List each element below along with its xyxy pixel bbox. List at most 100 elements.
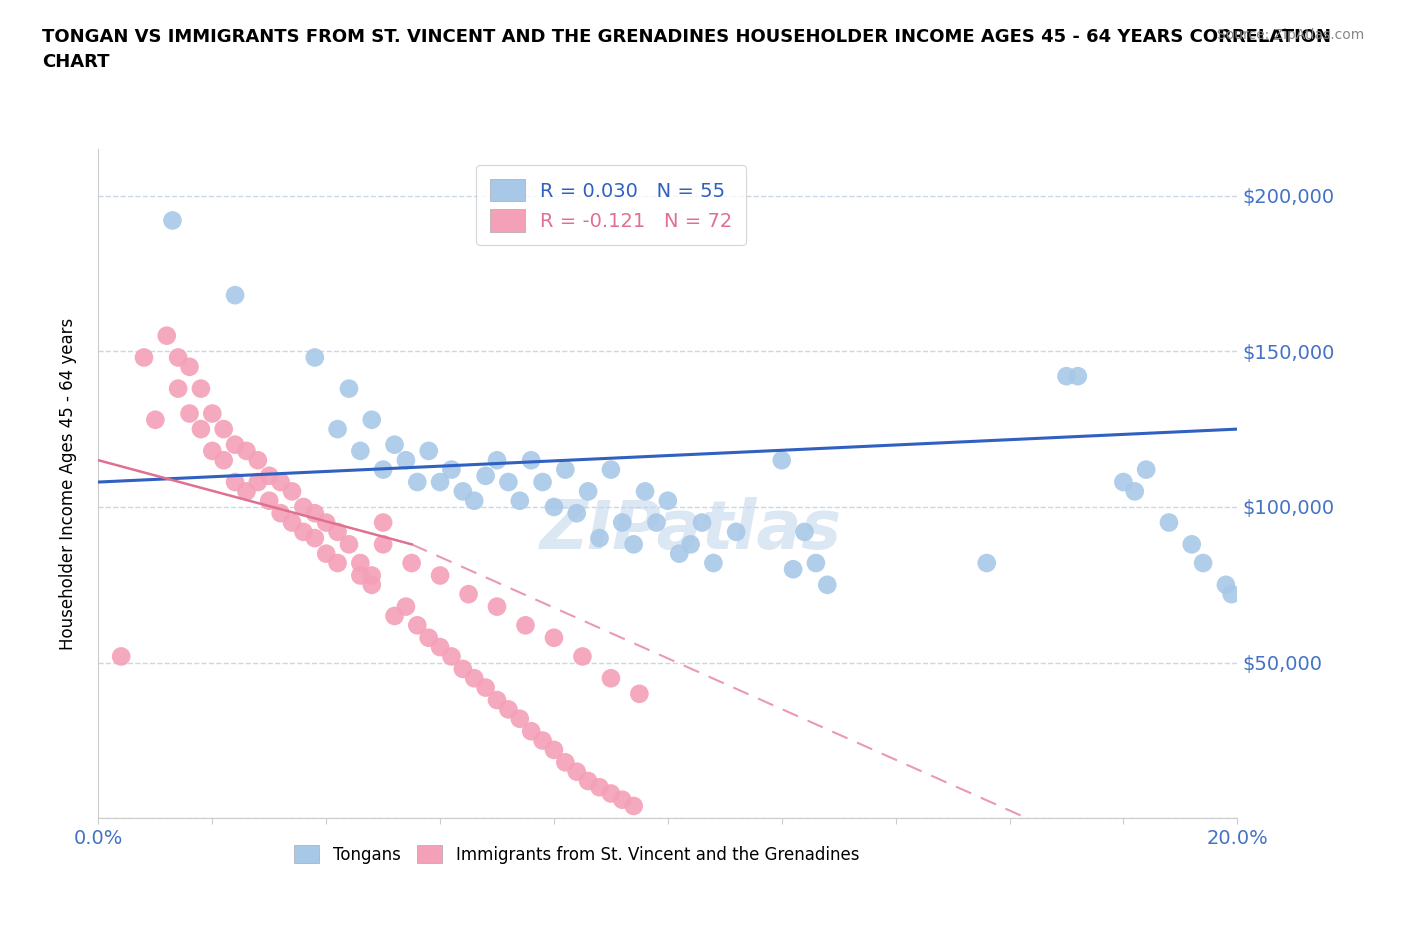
Point [201,406,224,421]
Point [509,493,531,508]
Point [360,568,382,583]
Point [132,350,155,365]
Y-axis label: Householder Income Ages 45 - 64 years: Householder Income Ages 45 - 64 years [59,317,77,650]
Point [349,555,371,570]
Point [543,499,565,514]
Point [474,469,496,484]
Point [498,474,520,489]
Legend: Tongans, Immigrants from St. Vincent and the Grenadines: Tongans, Immigrants from St. Vincent and… [288,839,866,870]
Point [520,453,543,468]
Point [281,515,304,530]
Point [212,453,235,468]
Point [292,525,315,539]
Point [571,649,593,664]
Point [110,649,132,664]
Point [167,350,190,365]
Point [486,453,509,468]
Point [304,350,326,365]
Point [304,531,326,546]
Point [429,568,451,583]
Point [304,506,326,521]
Point [770,453,793,468]
Point [645,515,668,530]
Point [600,671,623,685]
Point [246,70,269,85]
Point [804,555,827,570]
Point [588,780,610,795]
Point [668,546,690,561]
Point [224,474,246,489]
Point [212,421,235,436]
Point [201,444,224,458]
Text: TONGAN VS IMMIGRANTS FROM ST. VINCENT AND THE GRENADINES HOUSEHOLDER INCOME AGES: TONGAN VS IMMIGRANTS FROM ST. VINCENT AN… [42,28,1331,71]
Point [600,462,623,477]
Point [315,515,337,530]
Point [235,484,257,498]
Point [565,506,588,521]
Point [315,546,337,561]
Point [395,453,418,468]
Point [486,693,509,708]
Point [190,381,212,396]
Point [1157,515,1180,530]
Point [1135,462,1157,477]
Point [429,640,451,655]
Point [515,618,537,632]
Point [270,474,292,489]
Point [246,453,269,468]
Point [463,671,485,685]
Point [1181,537,1204,551]
Point [976,555,998,570]
Point [509,711,531,726]
Point [259,493,281,508]
Point [270,506,292,521]
Point [384,608,406,623]
Point [418,444,440,458]
Point [167,381,190,396]
Point [588,531,610,546]
Point [679,537,702,551]
Point [1220,587,1243,602]
Point [235,444,257,458]
Point [179,406,201,421]
Point [1112,474,1135,489]
Point [793,525,815,539]
Point [690,515,713,530]
Text: Source: ZipAtlas.com: Source: ZipAtlas.com [1216,28,1364,42]
Point [463,493,485,508]
Point [1067,368,1090,383]
Point [337,537,360,551]
Point [349,444,371,458]
Point [406,474,429,489]
Point [520,724,543,738]
Point [531,733,554,748]
Point [179,359,201,374]
Point [418,631,440,645]
Point [782,562,804,577]
Point [337,381,360,396]
Point [702,555,724,570]
Point [360,578,382,592]
Point [576,484,599,498]
Point [224,437,246,452]
Point [1123,484,1146,498]
Point [565,764,588,779]
Point [457,587,479,602]
Point [373,515,395,530]
Point [543,631,565,645]
Point [292,499,315,514]
Point [145,412,167,427]
Point [543,742,565,757]
Point [395,599,418,614]
Point [156,328,179,343]
Point [600,786,623,801]
Point [725,525,748,539]
Point [1056,368,1078,383]
Point [190,421,212,436]
Point [623,537,645,551]
Point [1215,578,1237,592]
Point [349,568,371,583]
Point [373,537,395,551]
Point [246,474,269,489]
Point [623,799,645,814]
